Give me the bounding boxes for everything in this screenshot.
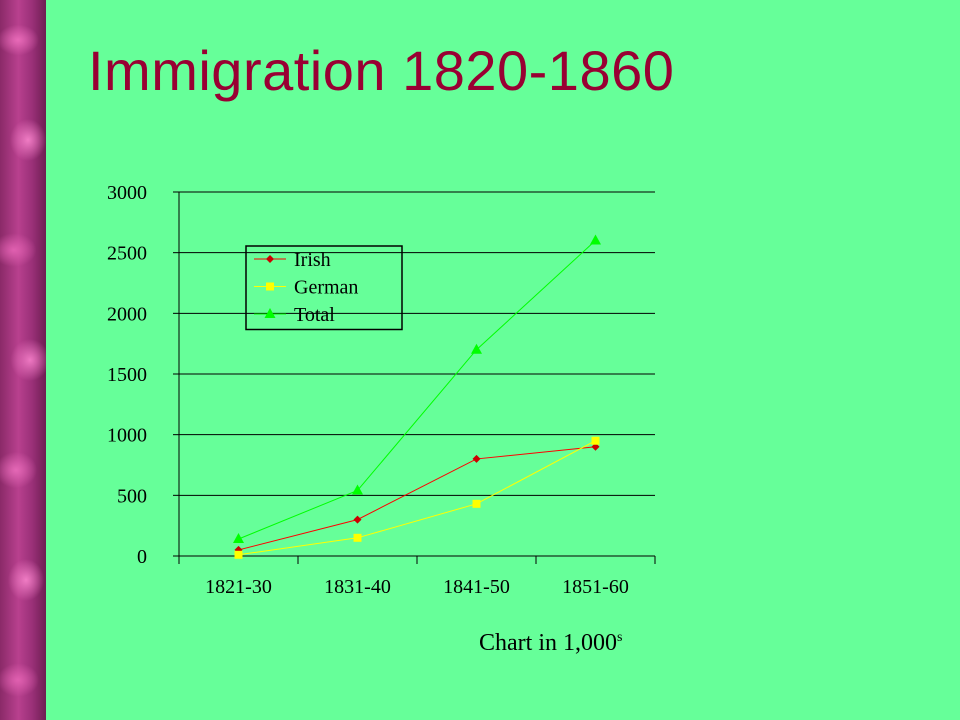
series-line bbox=[238, 440, 596, 556]
data-point-triangle bbox=[264, 308, 276, 318]
y-tick-label: 1000 bbox=[107, 425, 147, 447]
y-tick-label: 3000 bbox=[107, 182, 147, 204]
grid-lines bbox=[179, 191, 655, 496]
x-category-label: 1841-50 bbox=[443, 576, 510, 598]
slide-title: Immigration 1820-1860 bbox=[88, 39, 675, 102]
y-tick-label: 2500 bbox=[107, 243, 147, 265]
chart-unit-note-superscript: s bbox=[617, 630, 623, 645]
series-total bbox=[233, 234, 601, 544]
series-line bbox=[238, 446, 596, 551]
data-point-diamond bbox=[591, 442, 600, 451]
series-irish bbox=[234, 442, 600, 554]
data-point-triangle bbox=[352, 484, 363, 495]
y-tick-label: 0 bbox=[137, 546, 147, 568]
chart-unit-note-text: Chart in 1,000 bbox=[479, 630, 617, 656]
series-lines bbox=[233, 234, 601, 559]
legend-label: Total bbox=[294, 304, 335, 326]
series-line bbox=[238, 240, 596, 540]
legend-entry: Irish bbox=[254, 249, 331, 271]
x-category-label: 1821-30 bbox=[205, 576, 272, 598]
legend-label: Irish bbox=[294, 249, 331, 271]
y-tick-label: 500 bbox=[117, 485, 147, 507]
axes bbox=[173, 191, 656, 564]
legend-label: German bbox=[294, 277, 358, 299]
legend-entry: Total bbox=[254, 304, 335, 326]
x-category-labels: 1821-30 1831-40 1841-50 1851-60 bbox=[205, 576, 629, 598]
x-category-label: 1851-60 bbox=[562, 576, 629, 598]
legend-box bbox=[245, 245, 403, 331]
data-point-square bbox=[472, 499, 481, 508]
legend: Irish German Total bbox=[245, 245, 403, 331]
data-point-square bbox=[353, 533, 362, 542]
chart-unit-note: Chart in 1,000s bbox=[479, 630, 622, 657]
data-point-triangle bbox=[590, 234, 601, 245]
data-point-triangle bbox=[233, 533, 244, 544]
data-point-triangle bbox=[471, 343, 482, 354]
data-point-square bbox=[591, 436, 600, 445]
data-point-diamond bbox=[472, 454, 481, 463]
data-point-square bbox=[234, 550, 243, 559]
legend-entry: German bbox=[254, 277, 358, 299]
y-tick-labels: 0 500 1000 1500 2000 2500 3000 bbox=[107, 182, 147, 568]
y-tick-label: 1500 bbox=[107, 364, 147, 386]
series-german bbox=[234, 436, 600, 559]
x-category-label: 1831-40 bbox=[324, 576, 391, 598]
data-point-diamond bbox=[353, 515, 362, 524]
data-point-square bbox=[266, 282, 274, 291]
decorative-side-strip bbox=[0, 0, 46, 720]
y-tick-label: 2000 bbox=[107, 303, 147, 325]
data-point-diamond bbox=[266, 255, 274, 263]
